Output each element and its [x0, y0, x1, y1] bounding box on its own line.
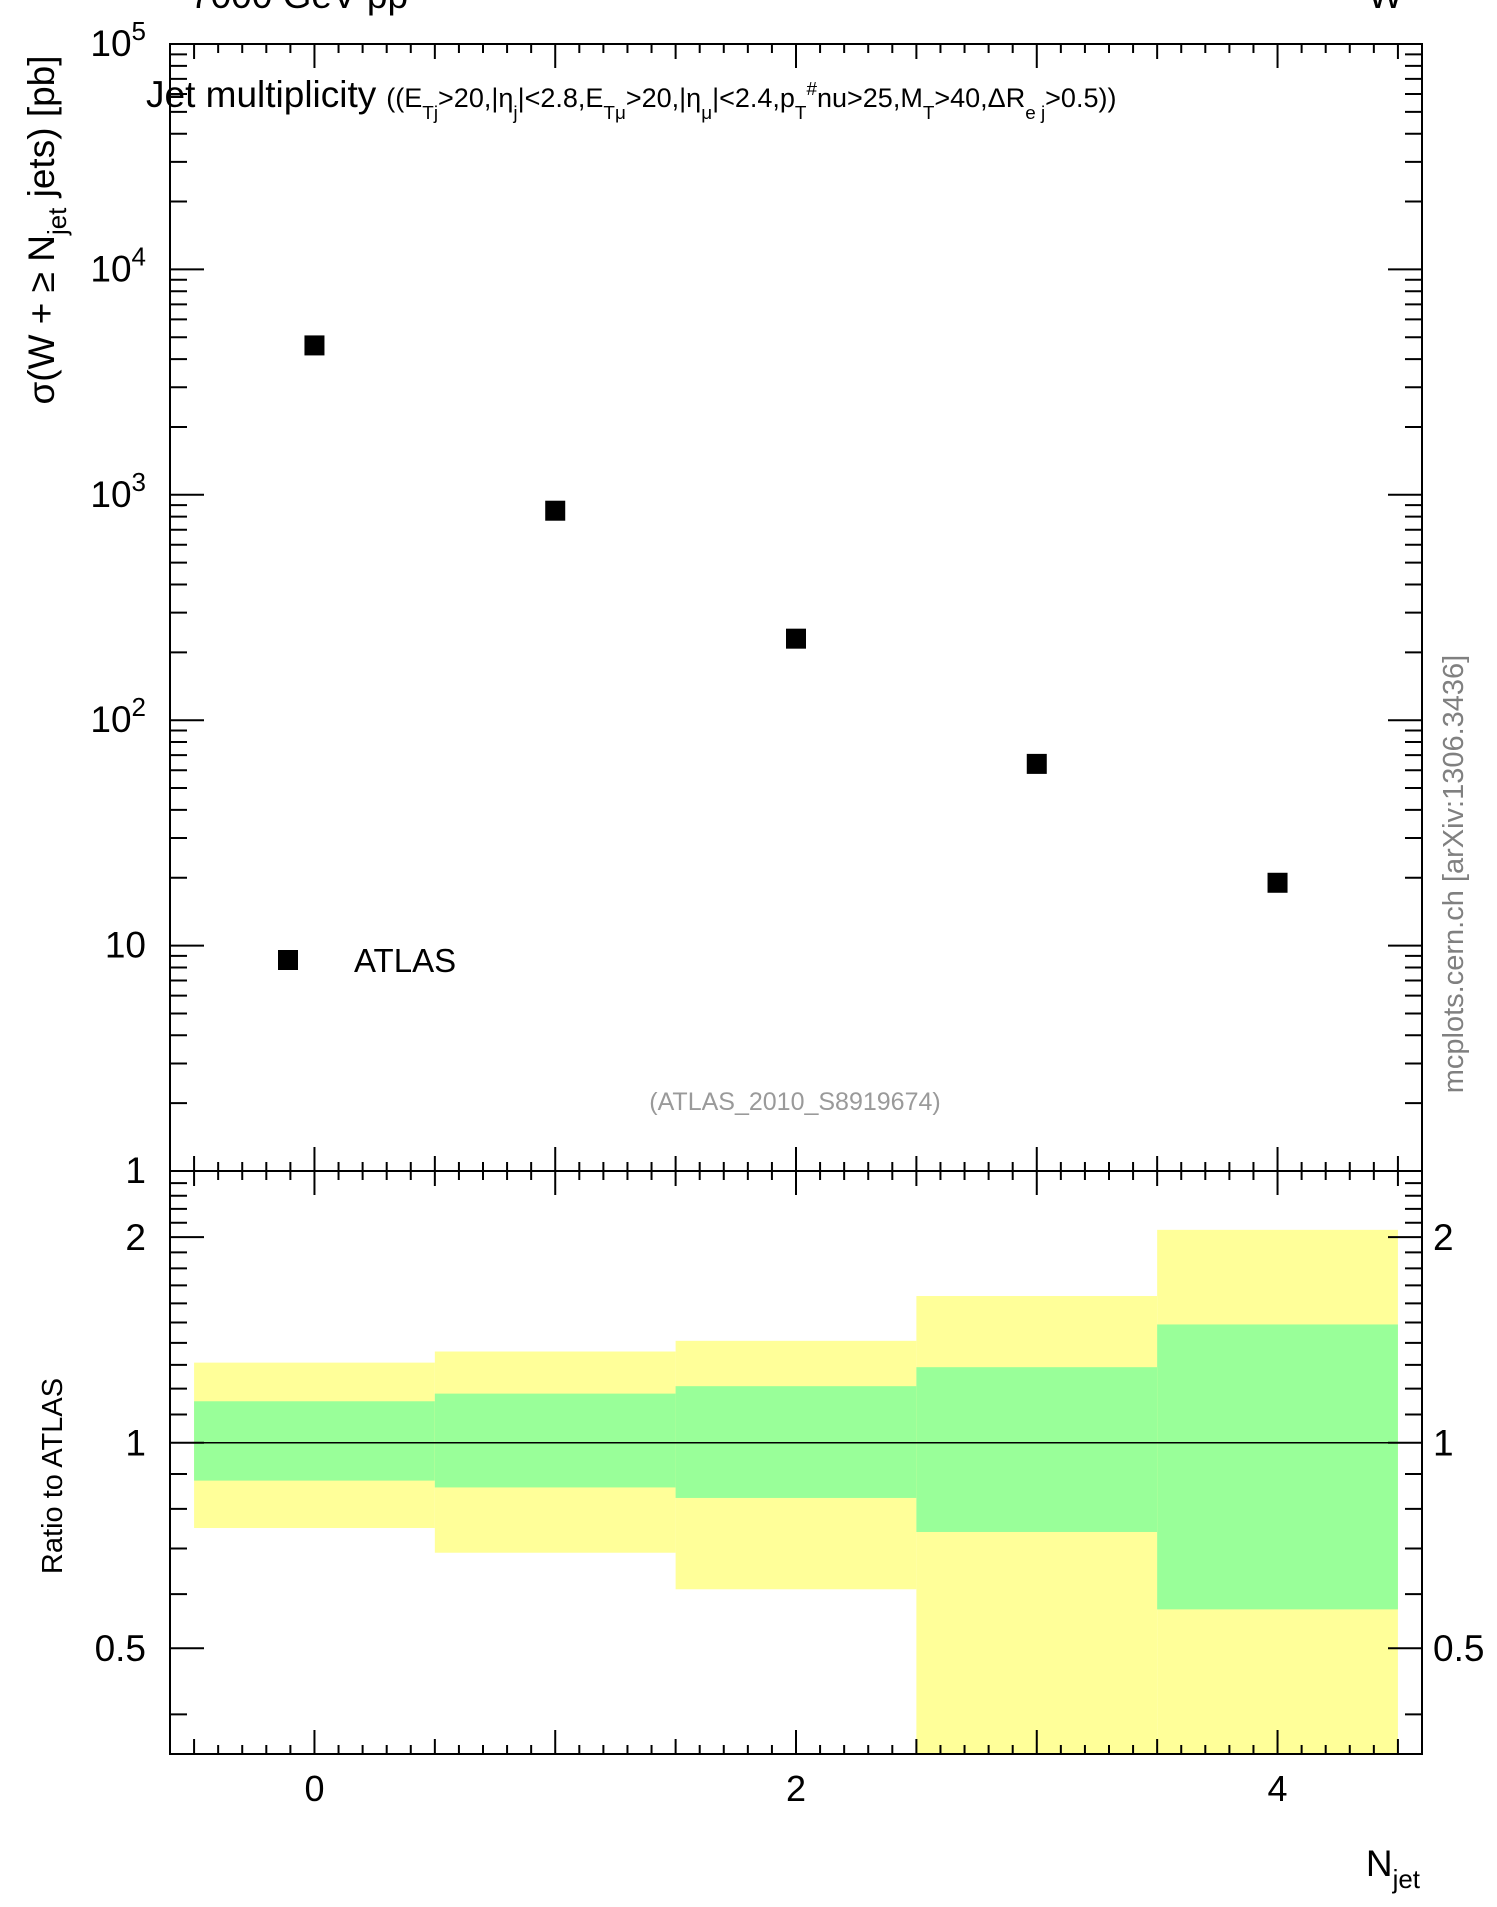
y-axis-label-main-text: σ(W + ≥ Njet jets) [pb]	[21, 55, 72, 404]
chart-title-cuts: ((ETj>20,|ηj|<2.8,ETμ>20,|ημ|<2.4,pT#nu>…	[386, 79, 1116, 124]
side-label: mcplots.cern.ch [arXiv:1306.3436]	[1438, 655, 1470, 1093]
x-tick-label: 0	[304, 1768, 324, 1809]
legend-label: ATLAS	[354, 942, 456, 979]
data-point	[545, 500, 566, 521]
x-axis-label: Njet	[1366, 1843, 1420, 1894]
data-point	[1267, 872, 1288, 893]
y-tick-label-main: 10	[105, 925, 146, 966]
y-tick-label-main: 105	[90, 16, 146, 64]
data-point	[1026, 753, 1047, 774]
ratio-bands	[170, 1229, 1422, 1754]
y-tick-label-ratio-left: 2	[125, 1217, 146, 1258]
ratio-band-inner-4	[1157, 1324, 1398, 1610]
ratio-band-inner-0	[194, 1401, 435, 1481]
legend: ATLAS	[278, 942, 456, 979]
y-tick-label-main: 1	[125, 1150, 146, 1191]
legend-marker	[278, 950, 298, 970]
main-panel-frame	[169, 43, 1423, 1172]
y-tick-label-ratio-right: 2	[1433, 1217, 1454, 1258]
y-tick-label-ratio-right: 0.5	[1433, 1628, 1484, 1669]
y-tick-label-ratio-right: 1	[1433, 1423, 1454, 1464]
y-tick-label-main: 104	[90, 241, 146, 289]
chart-title: Jet multiplicity ((ETj>20,|ηj|<2.8,ETμ>20…	[146, 74, 1116, 124]
header-left: 7000 GeV pp	[190, 0, 408, 16]
header-right: W	[1368, 0, 1403, 16]
ratio-band-inner-3	[916, 1367, 1158, 1532]
data-point	[786, 628, 806, 649]
y-tick-label-ratio-left: 1	[125, 1423, 146, 1464]
chart-title-main: Jet multiplicity	[146, 74, 377, 115]
analysis-label: (ATLAS_2010_S8919674)	[649, 1088, 940, 1116]
y-tick-label-main: 103	[90, 467, 146, 515]
y-axis-label-ratio: Ratio to ATLAS	[37, 1378, 69, 1574]
data-point	[304, 335, 325, 356]
y-axis-label-main: σ(W + ≥ Njet jets) [pb]	[21, 55, 72, 404]
data-points	[304, 335, 1288, 893]
x-tick-label: 4	[1268, 1768, 1288, 1809]
y-tick-label-ratio-left: 0.5	[95, 1628, 146, 1669]
tick-labels: 0 2 4 1 10 102 103 104 105 0.5 0.5 1 1 2 2	[90, 16, 1484, 1809]
ratio-band-inner-1	[434, 1393, 676, 1488]
x-tick-label: 2	[786, 1768, 806, 1809]
y-tick-label-main: 102	[90, 692, 146, 740]
ticks	[170, 43, 1422, 1754]
x-axis-label-text: Njet	[1366, 1843, 1420, 1894]
